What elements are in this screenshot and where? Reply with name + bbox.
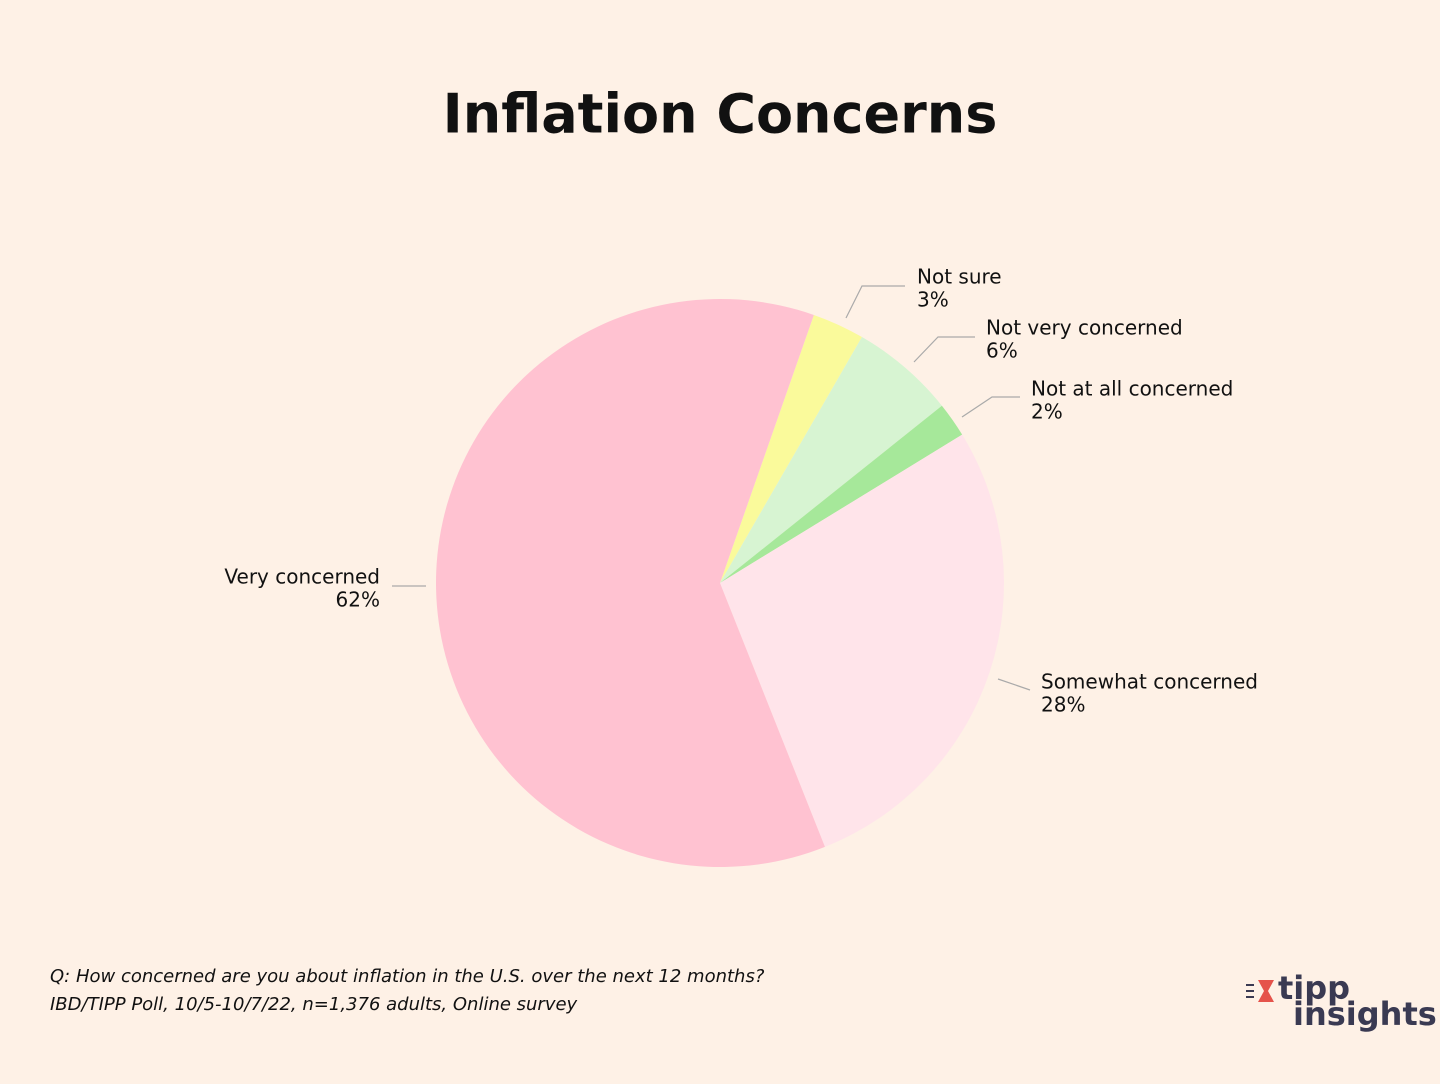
leader-line (997, 678, 1031, 691)
slice-value: 2% (1031, 400, 1063, 424)
slice-label: Not sure (917, 265, 1002, 289)
pie-slice (720, 434, 1004, 847)
logo-lines (1246, 984, 1254, 998)
slice-value: 62% (336, 588, 380, 612)
slice-value: 6% (986, 339, 1018, 363)
slice-label: Not at all concerned (1031, 377, 1233, 401)
leader-line (913, 336, 975, 363)
logo-text: tipp (1278, 969, 1350, 1007)
pie-slice (720, 314, 862, 583)
slice-label: Very concerned (224, 565, 380, 589)
leader-line (961, 396, 1020, 418)
logo: tipp insights (1246, 969, 1437, 1033)
chart-title: Inflation Concerns (443, 83, 998, 146)
logo-text: insights (1293, 995, 1437, 1033)
leader-line (845, 285, 905, 319)
pie-slice (435, 298, 825, 867)
slice-label: Not very concerned (986, 316, 1183, 340)
logo-mark (1258, 980, 1274, 1002)
slice-value: 28% (1041, 693, 1085, 717)
footnote: Q: How concerned are you about inflation… (50, 966, 765, 987)
pie-slice (720, 337, 942, 583)
slice-label: Somewhat concerned (1041, 670, 1258, 694)
slice-value: 3% (917, 288, 949, 312)
footnote: IBD/TIPP Poll, 10/5-10/7/22, n=1,376 adu… (50, 994, 578, 1015)
pie-slice (720, 405, 963, 583)
